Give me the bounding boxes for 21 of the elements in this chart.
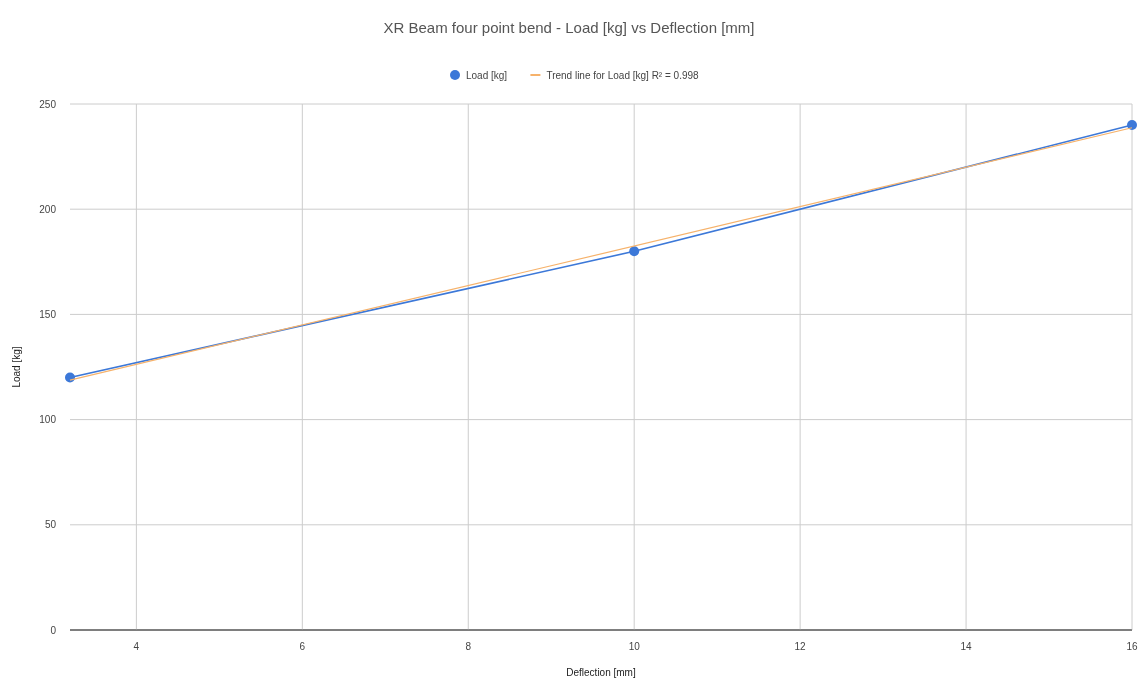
- y-tick-label: 100: [39, 414, 57, 426]
- point: [1127, 120, 1137, 131]
- y-tick-label: 150: [39, 308, 57, 320]
- x-tick-label: 14: [960, 641, 973, 652]
- y-tick-label: 200: [39, 203, 57, 215]
- x-tick-label: 10: [628, 641, 641, 652]
- x-tick-label: 16: [1126, 641, 1138, 652]
- point: [65, 372, 75, 383]
- y-tick-label: 0: [50, 624, 57, 636]
- x-tick-label: 6: [299, 641, 306, 652]
- chart-title: XR Beam four point bend - Load [kg] vs Deflection [mm]: [383, 19, 755, 36]
- x-axis-title: Deflection [mm]: [566, 667, 636, 678]
- x-tick-label: 12: [794, 641, 807, 652]
- legend-label: Load [kg]: [466, 69, 508, 81]
- y-tick-label: 250: [39, 98, 57, 110]
- legend-label: Trend line for Load [kg] R² = 0.998: [546, 69, 700, 81]
- x-tick-label: 4: [133, 641, 140, 652]
- y-tick-label: 50: [44, 519, 57, 531]
- x-tick-label: 8: [465, 641, 472, 652]
- point: [629, 246, 640, 257]
- y-axis-title: Load [kg]: [11, 346, 22, 388]
